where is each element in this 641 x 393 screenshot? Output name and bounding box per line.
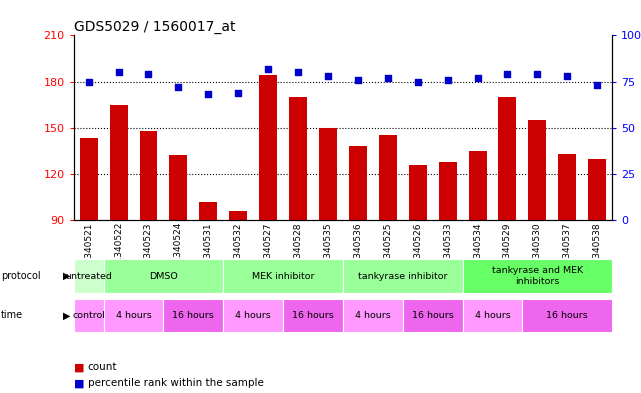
Bar: [469, 151, 487, 220]
Bar: [169, 156, 187, 220]
Bar: [379, 136, 397, 220]
Text: GSM1340527: GSM1340527: [263, 222, 272, 283]
Point: [263, 66, 273, 72]
Bar: [343, 259, 463, 293]
Bar: [463, 299, 522, 332]
Text: GSM1340522: GSM1340522: [114, 222, 123, 283]
Bar: [343, 299, 403, 332]
Point: [383, 75, 393, 81]
Point: [173, 84, 183, 90]
Bar: [79, 138, 97, 220]
Text: 16 hours: 16 hours: [546, 311, 588, 320]
Bar: [499, 97, 517, 220]
Text: GSM1340521: GSM1340521: [84, 222, 93, 283]
Bar: [223, 259, 343, 293]
Text: GSM1340523: GSM1340523: [144, 222, 153, 283]
Text: DMSO: DMSO: [149, 272, 178, 281]
Bar: [259, 75, 277, 220]
Point: [203, 91, 213, 97]
Text: GSM1340530: GSM1340530: [533, 222, 542, 283]
Bar: [283, 299, 343, 332]
Bar: [199, 202, 217, 220]
Text: control: control: [72, 311, 105, 320]
Bar: [289, 97, 307, 220]
Text: GSM1340532: GSM1340532: [234, 222, 243, 283]
Bar: [104, 299, 163, 332]
Bar: [110, 105, 128, 220]
Text: ▶: ▶: [63, 271, 71, 281]
Text: MEK inhibitor: MEK inhibitor: [252, 272, 314, 281]
Bar: [223, 299, 283, 332]
Point: [323, 73, 333, 79]
Point: [113, 69, 124, 75]
Point: [592, 82, 603, 88]
Bar: [229, 211, 247, 220]
Text: GSM1340529: GSM1340529: [503, 222, 512, 283]
Text: ■: ■: [74, 362, 84, 373]
Text: GSM1340536: GSM1340536: [353, 222, 362, 283]
Bar: [403, 299, 463, 332]
Text: 4 hours: 4 hours: [115, 311, 151, 320]
Point: [144, 71, 154, 77]
Text: GSM1340525: GSM1340525: [383, 222, 392, 283]
Bar: [140, 131, 158, 220]
Bar: [319, 128, 337, 220]
Bar: [163, 299, 223, 332]
Text: protocol: protocol: [1, 271, 40, 281]
Bar: [74, 299, 104, 332]
Text: GSM1340535: GSM1340535: [324, 222, 333, 283]
Point: [503, 71, 513, 77]
Text: GSM1340533: GSM1340533: [443, 222, 452, 283]
Text: GSM1340524: GSM1340524: [174, 222, 183, 283]
Bar: [104, 259, 223, 293]
Text: GSM1340538: GSM1340538: [593, 222, 602, 283]
Text: GSM1340526: GSM1340526: [413, 222, 422, 283]
Bar: [588, 158, 606, 220]
Text: GSM1340531: GSM1340531: [204, 222, 213, 283]
Bar: [409, 165, 427, 220]
Text: count: count: [88, 362, 117, 373]
Bar: [463, 259, 612, 293]
Point: [472, 75, 483, 81]
Text: untreated: untreated: [65, 272, 112, 281]
Bar: [558, 154, 576, 220]
Bar: [522, 299, 612, 332]
Point: [293, 69, 303, 75]
Text: ■: ■: [74, 378, 84, 388]
Text: GDS5029 / 1560017_at: GDS5029 / 1560017_at: [74, 20, 235, 34]
Text: 16 hours: 16 hours: [412, 311, 454, 320]
Text: GSM1340534: GSM1340534: [473, 222, 482, 283]
Point: [83, 79, 94, 85]
Text: tankyrase and MEK
inhibitors: tankyrase and MEK inhibitors: [492, 266, 583, 286]
Text: ▶: ▶: [63, 310, 71, 320]
Point: [532, 71, 542, 77]
Point: [413, 79, 423, 85]
Text: 4 hours: 4 hours: [355, 311, 391, 320]
Text: 16 hours: 16 hours: [172, 311, 214, 320]
Text: 4 hours: 4 hours: [474, 311, 510, 320]
Text: percentile rank within the sample: percentile rank within the sample: [88, 378, 263, 388]
Bar: [74, 259, 104, 293]
Bar: [349, 146, 367, 220]
Point: [562, 73, 572, 79]
Point: [233, 90, 244, 96]
Bar: [528, 120, 546, 220]
Text: GSM1340537: GSM1340537: [563, 222, 572, 283]
Bar: [438, 162, 456, 220]
Text: 16 hours: 16 hours: [292, 311, 334, 320]
Point: [353, 77, 363, 83]
Text: GSM1340528: GSM1340528: [294, 222, 303, 283]
Point: [442, 77, 453, 83]
Text: tankyrase inhibitor: tankyrase inhibitor: [358, 272, 447, 281]
Text: 4 hours: 4 hours: [235, 311, 271, 320]
Text: time: time: [1, 310, 23, 320]
